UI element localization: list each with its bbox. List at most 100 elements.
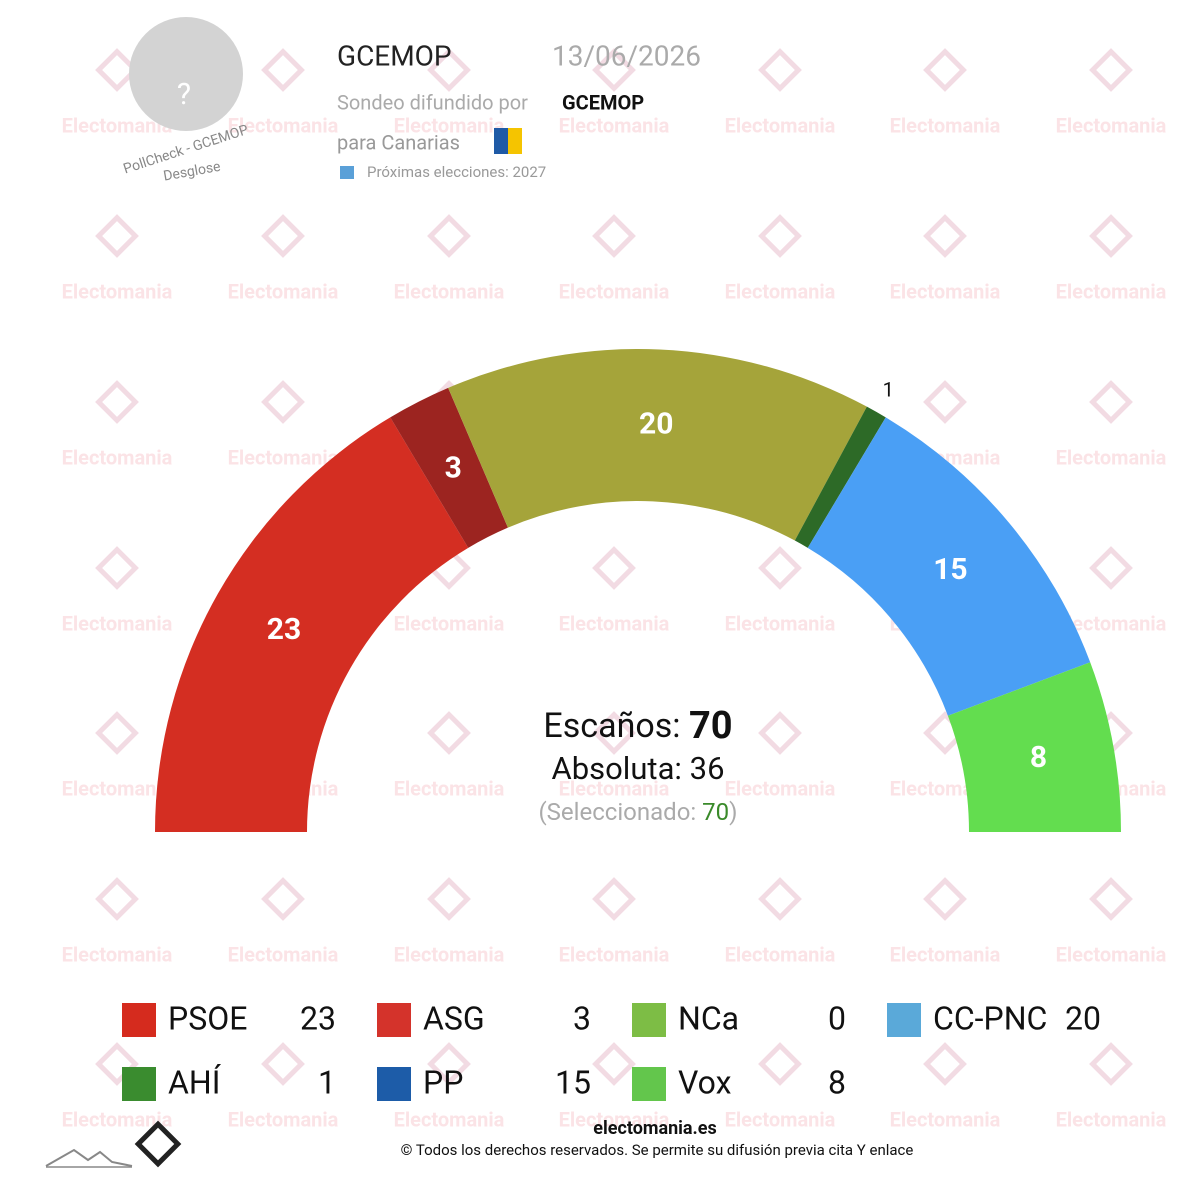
footer-copyright: © Todos los derechos reservados. Se perm… xyxy=(401,1141,914,1159)
watermark-icon xyxy=(427,214,471,258)
watermark: Electomania xyxy=(394,611,505,635)
legend-value: 23 xyxy=(300,999,336,1037)
watermark-icon xyxy=(923,877,967,921)
watermark-icon xyxy=(95,877,139,921)
watermark: Electomania xyxy=(725,776,836,800)
watermark-icon xyxy=(1089,1042,1133,1086)
selected: (Seleccionado: 70) xyxy=(538,798,737,826)
watermark-icon xyxy=(592,214,636,258)
arc-label: 20 xyxy=(639,406,673,441)
watermark-icon xyxy=(592,877,636,921)
watermark-icon xyxy=(592,48,636,92)
legend-name: ASG xyxy=(423,999,485,1037)
legend-icon xyxy=(887,1003,921,1037)
watermark-icon xyxy=(758,711,802,755)
watermark: Electomania xyxy=(62,776,173,800)
watermark: Electomania xyxy=(559,113,670,137)
legend-icon xyxy=(632,1003,666,1037)
legend-name: PP xyxy=(423,1063,463,1101)
watermark: Electomania xyxy=(1056,1107,1167,1131)
watermark-icon xyxy=(427,711,471,755)
legend-name: PSOE xyxy=(168,999,247,1037)
watermark: Electomania xyxy=(559,1107,670,1131)
watermark: Electomania xyxy=(725,1107,836,1131)
footer-site[interactable]: electomania.es xyxy=(593,1118,717,1139)
watermark-icon xyxy=(923,214,967,258)
legend: PSOE 23 ASG 3 NCa 0 CC-PNC 20 AHÍ 1 PP 15 Vox 8 xyxy=(122,999,1101,1101)
watermark: Electomania xyxy=(228,279,339,303)
watermark: Electomania xyxy=(559,279,670,303)
watermark-icon xyxy=(923,48,967,92)
watermark: Electomania xyxy=(1056,113,1167,137)
watermark: Electomania xyxy=(890,1107,1001,1131)
legend-icon xyxy=(377,1003,411,1037)
watermark-icon xyxy=(261,380,305,424)
watermark-icon xyxy=(95,214,139,258)
legend-icon xyxy=(122,1003,156,1037)
arc-label: 3 xyxy=(445,450,462,485)
pollster: GCEMOP xyxy=(337,39,452,72)
legend-value: 3 xyxy=(573,999,591,1037)
watermark-icon xyxy=(1089,877,1133,921)
watermark: Electomania xyxy=(228,1107,339,1131)
watermark: Electomania xyxy=(394,279,505,303)
legend-icon xyxy=(122,1067,156,1101)
arc-label: 23 xyxy=(267,612,301,647)
ballot-icon xyxy=(340,166,354,179)
watermark: Electomania xyxy=(1056,445,1167,469)
seat-arc xyxy=(807,417,1091,716)
watermark: Electomania xyxy=(62,445,173,469)
watermark-icon xyxy=(427,1042,471,1086)
legend-value: 1 xyxy=(318,1063,336,1101)
watermark-icon xyxy=(923,380,967,424)
watermark-icon xyxy=(95,48,139,92)
legend-icon xyxy=(377,1067,411,1101)
logo-line xyxy=(45,1148,133,1167)
watermark: Electomania xyxy=(725,611,836,635)
watermark: Electomania xyxy=(559,611,670,635)
arc-label: 8 xyxy=(1030,740,1047,775)
watermark-icon xyxy=(758,1042,802,1086)
watermark-icon xyxy=(1089,214,1133,258)
watermark: Electomania xyxy=(725,279,836,303)
watermark: Electomania xyxy=(394,1107,505,1131)
watermark: Electomania xyxy=(228,942,339,966)
watermark-icon xyxy=(758,877,802,921)
legend-icon xyxy=(632,1067,666,1101)
watermark: Electomania xyxy=(725,113,836,137)
watermark-icon xyxy=(923,1042,967,1086)
legend-value: 0 xyxy=(828,999,846,1037)
watermark: Electomania xyxy=(394,942,505,966)
watermark-icon xyxy=(1089,380,1133,424)
watermark: Electomania xyxy=(559,942,670,966)
avatar xyxy=(129,17,243,131)
seat-arc xyxy=(794,406,886,548)
publisher[interactable]: GCEMOP xyxy=(562,90,644,114)
arc-label: 15 xyxy=(933,552,967,587)
watermark-icon xyxy=(427,877,471,921)
avatar-mark: ? xyxy=(177,77,191,112)
watermark: Electomania xyxy=(228,113,339,137)
watermark: Electomania xyxy=(62,942,173,966)
region: para Canarias xyxy=(337,130,460,154)
watermark: Electomania xyxy=(890,942,1001,966)
watermarks: Electomania Electomania Electomania Electom… xyxy=(62,48,1167,1131)
seat-arc xyxy=(947,662,1121,832)
watermark: Electomania xyxy=(1056,279,1167,303)
legend-name: AHÍ xyxy=(168,1063,222,1101)
flag xyxy=(508,128,522,154)
watermark-icon xyxy=(95,380,139,424)
flag xyxy=(494,128,508,154)
legend-value: 15 xyxy=(555,1063,591,1101)
date: 13/06/2026 xyxy=(552,39,701,72)
watermark-icon xyxy=(261,1042,305,1086)
watermark-icon xyxy=(592,711,636,755)
watermark: Electomania xyxy=(890,279,1001,303)
watermark: Electomania xyxy=(890,113,1001,137)
watermark-icon xyxy=(261,48,305,92)
arc-label: 1 xyxy=(883,377,894,401)
legend-name: Vox xyxy=(678,1063,732,1101)
watermark: Electomania xyxy=(228,445,339,469)
watermark-icon xyxy=(261,877,305,921)
